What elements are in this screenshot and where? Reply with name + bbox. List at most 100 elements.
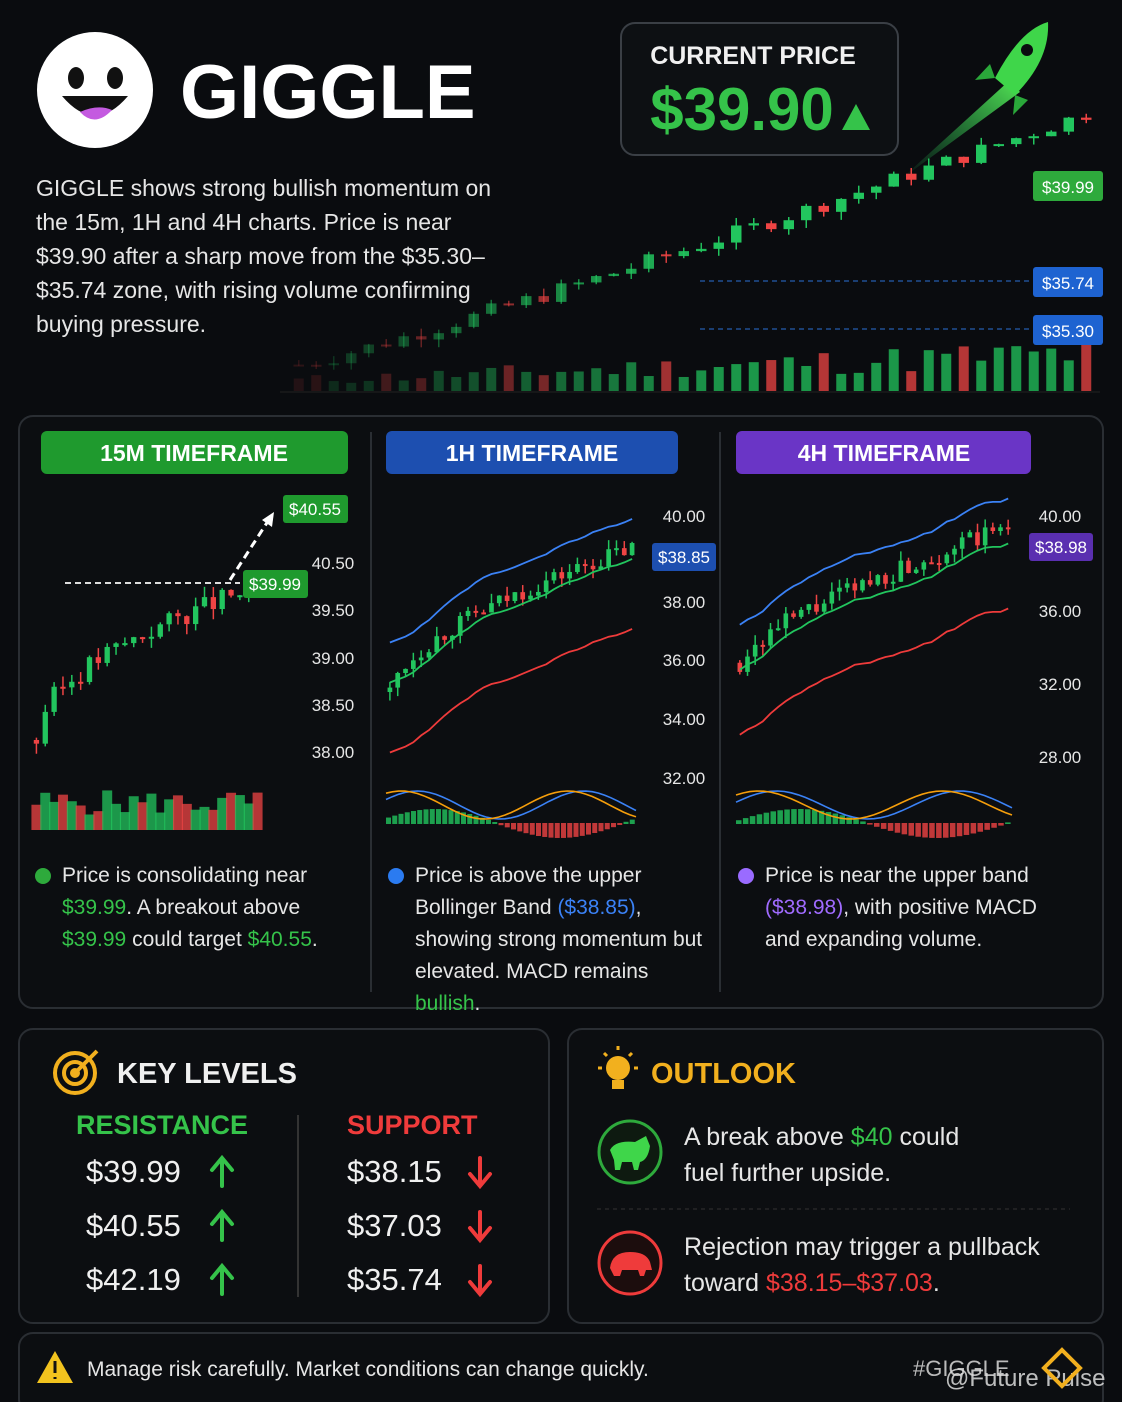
outlook-item: Rejection may trigger a pullback toward … bbox=[684, 1229, 1074, 1301]
note-text: . bbox=[311, 928, 318, 951]
macd-bar bbox=[561, 823, 566, 838]
candle bbox=[573, 282, 584, 285]
volume-bar bbox=[766, 360, 777, 391]
volume-bar bbox=[591, 368, 602, 391]
section-title: OUTLOOK bbox=[651, 1058, 796, 1090]
macd-bar bbox=[811, 809, 818, 824]
upper-band bbox=[739, 497, 1009, 626]
volume-bar bbox=[111, 803, 122, 830]
volume-bar bbox=[363, 380, 374, 391]
resistance-label: RESISTANCE bbox=[76, 1110, 248, 1140]
volume-bar bbox=[1028, 351, 1039, 391]
macd-bar bbox=[473, 815, 479, 824]
volume-bar bbox=[783, 357, 794, 391]
candle bbox=[473, 610, 479, 613]
candle bbox=[465, 610, 471, 617]
macd-bar bbox=[846, 817, 852, 824]
volume-bar bbox=[661, 361, 672, 391]
macd-bar bbox=[392, 815, 398, 824]
candle bbox=[398, 336, 409, 347]
candle bbox=[122, 643, 128, 646]
candle bbox=[836, 198, 847, 212]
candle bbox=[906, 560, 911, 573]
bull-shape bbox=[610, 1136, 650, 1170]
macd-bar bbox=[411, 811, 416, 824]
volume-bar bbox=[853, 372, 864, 391]
lower-band bbox=[389, 628, 633, 754]
volume-bar bbox=[573, 371, 584, 391]
macd-bar bbox=[818, 810, 825, 824]
outlook-item: A break above $40 could fuel further ups… bbox=[684, 1119, 984, 1191]
volume-bar bbox=[381, 373, 392, 391]
chart-tag: $38.85 bbox=[658, 548, 710, 567]
title-pill bbox=[386, 431, 678, 474]
candle bbox=[936, 563, 942, 566]
macd-bar bbox=[874, 823, 880, 827]
candle bbox=[486, 303, 497, 314]
candle bbox=[403, 668, 408, 673]
candle bbox=[293, 364, 304, 367]
candle bbox=[157, 624, 163, 637]
candle bbox=[363, 344, 374, 354]
volume-bar bbox=[643, 376, 654, 391]
volume-bar bbox=[906, 371, 917, 391]
chart-tag: $40.55 bbox=[289, 500, 341, 519]
volume-bar bbox=[678, 376, 689, 391]
candle bbox=[944, 554, 950, 564]
macd-bar bbox=[629, 819, 635, 824]
candle bbox=[929, 562, 934, 565]
macd-bar bbox=[770, 811, 777, 824]
candle bbox=[521, 296, 532, 306]
down-arrows bbox=[468, 1156, 492, 1298]
hero-tag: $39.99 bbox=[1042, 178, 1094, 197]
candle bbox=[608, 273, 619, 277]
macd-bar bbox=[763, 812, 770, 824]
macd-bar bbox=[429, 809, 435, 824]
note-highlight: $39.99 bbox=[62, 928, 127, 951]
candle bbox=[60, 686, 66, 689]
candle bbox=[783, 613, 789, 629]
candle bbox=[457, 616, 463, 636]
note-highlight: bullish bbox=[415, 992, 475, 1015]
candle bbox=[844, 583, 850, 588]
candle bbox=[958, 156, 969, 163]
macd-bar bbox=[736, 820, 742, 824]
candle bbox=[468, 313, 479, 327]
volume-bar bbox=[102, 790, 113, 830]
note-text: Price is near the upper band bbox=[765, 864, 1029, 887]
macd-bar bbox=[963, 823, 970, 835]
volume-bar bbox=[713, 367, 724, 391]
volume-bar bbox=[164, 799, 175, 830]
volume-bar bbox=[119, 812, 130, 830]
panel-title: 4H TIMEFRAME bbox=[798, 440, 971, 466]
note-text: Price is consolidating near bbox=[62, 864, 308, 887]
price-label: CURRENT PRICE bbox=[650, 42, 856, 70]
candle bbox=[975, 532, 980, 546]
volume-bar bbox=[468, 372, 479, 391]
candle bbox=[381, 344, 392, 347]
panel-note: Price is above the upper Bollinger Band … bbox=[415, 860, 710, 1020]
note-text: , showing strong momentum but elevated. … bbox=[415, 896, 703, 983]
macd-bar bbox=[956, 823, 963, 837]
volume-bar bbox=[1063, 360, 1074, 391]
tick-label: 40.50 bbox=[312, 554, 355, 573]
macd-bar bbox=[805, 809, 811, 824]
volume-bar bbox=[416, 378, 427, 391]
volume-bar bbox=[433, 370, 444, 391]
candle bbox=[416, 336, 427, 340]
candle bbox=[442, 636, 447, 640]
volume-bar bbox=[226, 792, 237, 830]
macd-bar bbox=[1005, 822, 1011, 824]
macd-bar bbox=[839, 815, 846, 824]
note-highlight: $39.99 bbox=[62, 896, 127, 919]
macd-bar bbox=[529, 823, 535, 835]
panel-note: Price is consolidating near $39.99. A br… bbox=[62, 860, 362, 956]
candle bbox=[210, 597, 216, 610]
volume-bar bbox=[155, 812, 166, 830]
macd-bar bbox=[832, 813, 839, 824]
macd-bar bbox=[749, 816, 756, 824]
macd-bar bbox=[436, 809, 441, 824]
candle bbox=[775, 628, 781, 631]
title: GIGGLE bbox=[180, 50, 476, 135]
macd-bar bbox=[970, 823, 977, 834]
